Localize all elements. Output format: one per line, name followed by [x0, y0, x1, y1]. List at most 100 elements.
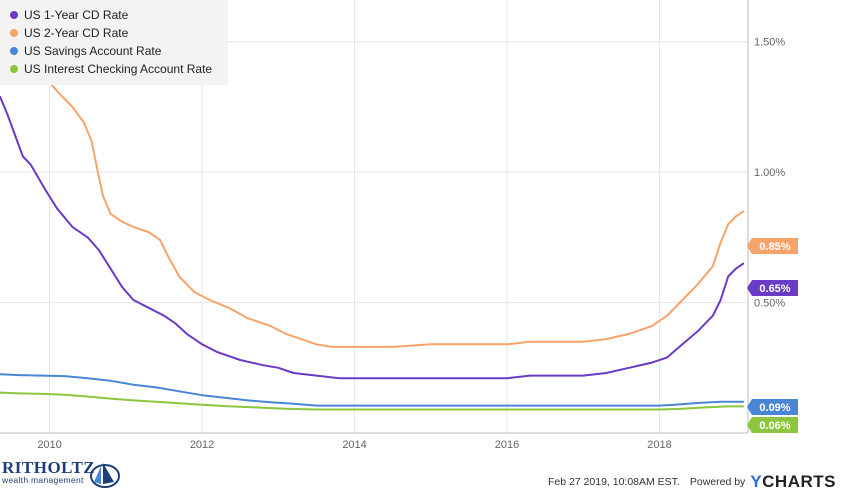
data-point — [163, 401, 165, 404]
data-point — [651, 325, 653, 327]
data-point — [529, 374, 531, 377]
data-point — [0, 95, 1, 98]
data-point — [109, 397, 112, 400]
data-point — [201, 343, 203, 346]
data-point — [6, 113, 9, 116]
data-point — [0, 373, 1, 376]
data-point — [86, 377, 89, 380]
data-point — [186, 333, 188, 335]
data-point — [262, 364, 264, 366]
data-point — [430, 408, 432, 411]
data-point — [315, 408, 318, 411]
data-point — [696, 283, 699, 286]
y-tick-label: 1.00% — [754, 167, 785, 179]
data-point — [315, 343, 318, 346]
data-point — [147, 231, 150, 233]
data-point — [391, 346, 394, 348]
legend-item-checking[interactable]: US Interest Checking Account Rate — [10, 62, 212, 76]
data-point — [285, 407, 287, 410]
data-point — [651, 361, 653, 364]
attribution: Feb 27 2019, 10:08AM EST. Powered by YCH… — [548, 472, 836, 492]
x-tick-label: 2012 — [190, 439, 214, 451]
legend-label: US 1-Year CD Rate — [24, 8, 129, 22]
end-value-badge — [747, 417, 798, 433]
data-point — [201, 394, 203, 396]
data-point — [109, 380, 112, 382]
data-point — [193, 403, 196, 406]
data-point — [376, 377, 379, 380]
data-point — [719, 400, 722, 403]
data-point — [674, 404, 676, 406]
data-point — [41, 374, 43, 377]
data-point — [227, 306, 230, 309]
data-point — [121, 220, 123, 223]
data-point — [216, 351, 219, 353]
x-tick-label: 2018 — [647, 439, 671, 451]
data-point — [269, 401, 272, 404]
data-point — [269, 325, 272, 327]
data-point — [254, 406, 257, 409]
series-line-2 — [0, 20, 744, 348]
data-point — [658, 408, 661, 411]
data-point — [605, 338, 607, 340]
data-point — [582, 340, 585, 343]
data-point — [96, 166, 98, 168]
timestamp: Feb 27 2019, 10:08AM EST. — [547, 476, 680, 488]
data-point — [506, 404, 508, 407]
data-point — [285, 333, 287, 335]
data-point — [719, 299, 722, 301]
end-value-label: 0.85% — [759, 241, 790, 253]
data-point — [208, 299, 211, 301]
data-point — [468, 343, 470, 346]
data-point — [109, 267, 112, 270]
data-point — [338, 377, 341, 380]
data-point — [300, 338, 302, 340]
data-point — [735, 267, 737, 270]
data-point — [0, 391, 1, 394]
end-value-badge — [747, 399, 798, 415]
data-point — [628, 333, 630, 335]
data-point — [696, 330, 699, 333]
data-point — [582, 404, 585, 407]
data-point — [178, 390, 180, 393]
x-tick-label: 2010 — [37, 439, 61, 451]
data-point — [86, 395, 89, 398]
legend-dot-icon — [10, 29, 18, 37]
data-point — [742, 405, 745, 408]
data-point — [18, 392, 20, 395]
data-point — [22, 155, 24, 158]
data-point — [529, 340, 531, 343]
data-point — [247, 317, 249, 320]
legend-item-2yr-cd[interactable]: US 2-Year CD Rate — [10, 26, 128, 40]
data-point — [239, 359, 241, 361]
data-point — [353, 377, 356, 380]
data-point — [430, 343, 432, 346]
data-point — [147, 306, 150, 309]
data-point — [506, 343, 508, 346]
data-point — [468, 377, 470, 380]
brand-name: RITHOLTZ — [2, 458, 96, 477]
data-point — [132, 299, 135, 301]
series-line-4 — [0, 391, 744, 411]
ycharts-logo[interactable]: YCHARTS — [750, 472, 836, 491]
y-tick-label: 0.50% — [754, 298, 785, 310]
data-point — [159, 239, 161, 241]
data-point — [44, 189, 47, 192]
data-point — [666, 314, 668, 317]
end-value-label: 0.65% — [759, 283, 790, 295]
data-point — [704, 406, 707, 409]
y-tick-label: 1.50% — [754, 37, 785, 49]
legend-dot-icon — [10, 65, 18, 73]
data-point — [605, 372, 607, 374]
legend-item-savings[interactable]: US Savings Account Rate — [10, 44, 161, 58]
data-point — [132, 399, 135, 402]
data-point — [166, 254, 169, 257]
data-point — [719, 241, 722, 244]
data-point — [735, 215, 737, 218]
legend-item-1yr-cd[interactable]: US 1-Year CD Rate — [10, 8, 128, 22]
legend: US 1-Year CD Rate US 2-Year CD Rate US S… — [0, 0, 228, 85]
data-point — [696, 402, 699, 404]
end-value-label: 0.09% — [759, 402, 790, 414]
data-point — [71, 106, 74, 108]
data-point — [712, 314, 714, 317]
